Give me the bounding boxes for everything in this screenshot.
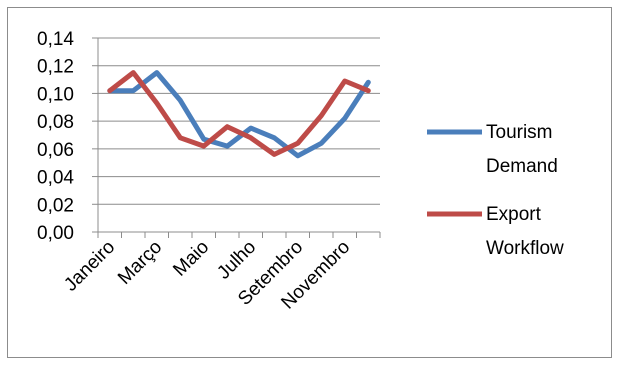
legend-label: Tourism <box>486 122 553 143</box>
y-tick-label: 0,08 <box>37 112 74 133</box>
y-tick-label: 0,10 <box>37 84 74 105</box>
y-tick-labels: 0,00 0,02 0,04 0,06 0,08 0,10 0,12 0,14 <box>37 29 74 244</box>
y-tick-label: 0,06 <box>37 140 74 161</box>
gridlines <box>98 37 380 205</box>
y-tick-label: 0,14 <box>37 29 74 50</box>
y-tick-label: 0,12 <box>37 57 74 78</box>
series-line-export-workflow <box>107 70 371 157</box>
series-lines <box>107 70 371 159</box>
axes <box>92 37 381 238</box>
legend-label: Demand <box>486 156 558 177</box>
y-tick-label: 0,00 <box>37 223 74 244</box>
y-tick-label: 0,02 <box>37 195 74 216</box>
x-tick-label: Maio <box>169 237 213 281</box>
legend-label: Export <box>486 204 542 225</box>
series-line-tourism-demand <box>107 70 371 159</box>
y-tick-label: 0,04 <box>37 168 74 189</box>
x-tick-label: Março <box>114 237 166 289</box>
x-tick-label: Janeiro <box>60 237 119 296</box>
legend: Tourism Demand Export Workflow <box>427 122 564 259</box>
legend-label: Workflow <box>486 238 564 259</box>
